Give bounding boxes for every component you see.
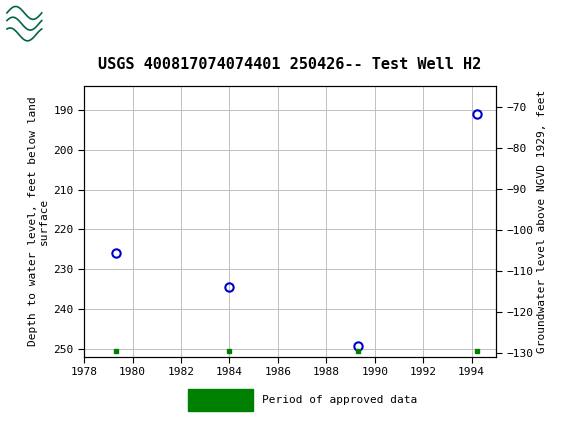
- Bar: [188, 389, 253, 411]
- Text: Period of approved data: Period of approved data: [262, 395, 418, 405]
- Y-axis label: Groundwater level above NGVD 1929, feet: Groundwater level above NGVD 1929, feet: [538, 90, 548, 353]
- Y-axis label: Depth to water level, feet below land
surface: Depth to water level, feet below land su…: [28, 97, 49, 346]
- Text: USGS 400817074074401 250426-- Test Well H2: USGS 400817074074401 250426-- Test Well …: [99, 57, 481, 72]
- Text: USGS: USGS: [49, 12, 113, 31]
- Bar: [7, 2, 42, 41]
